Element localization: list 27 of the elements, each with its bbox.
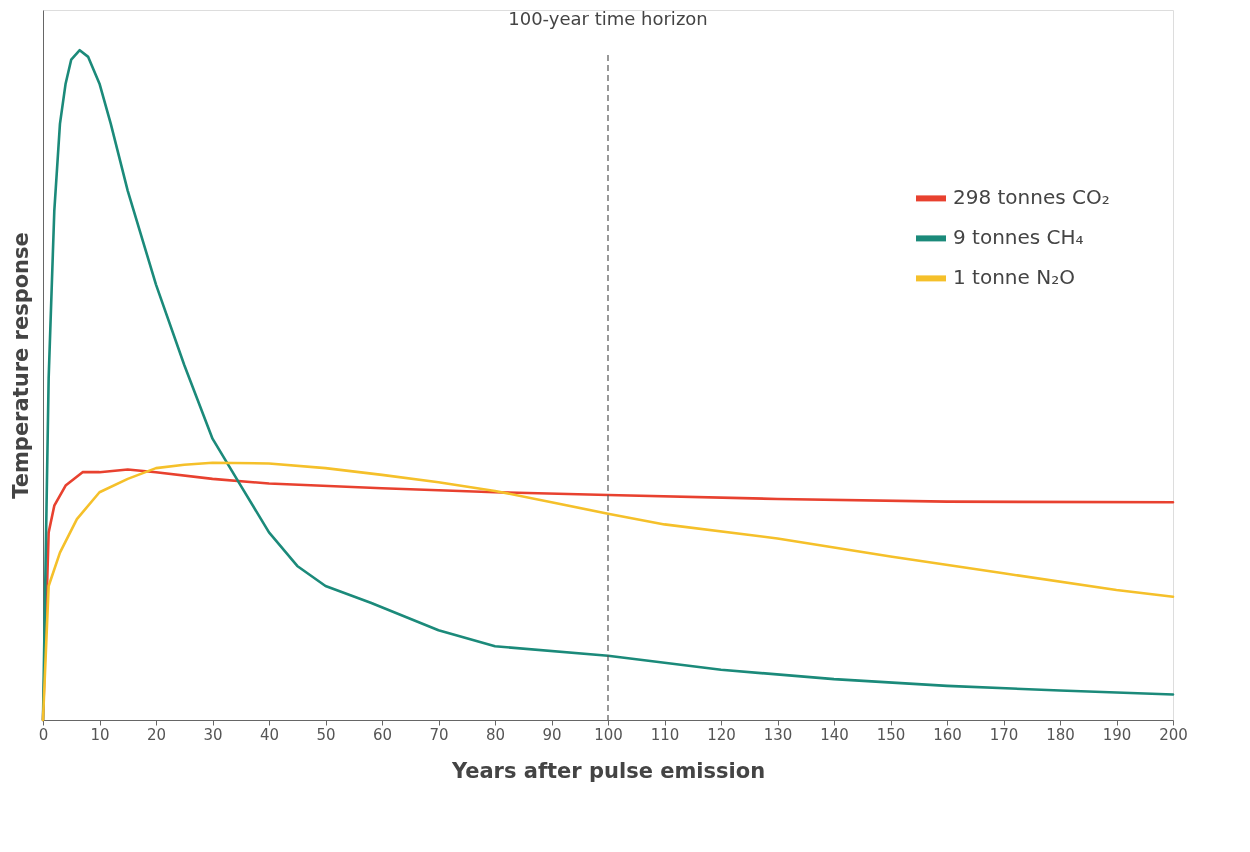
ref-line-label: 100-year time horizon — [508, 8, 708, 29]
x-tick-label: 10 — [90, 725, 110, 744]
legend-label: 9 tonnes CH₄ — [953, 225, 1084, 250]
x-tick-label: 110 — [650, 725, 680, 744]
x-tick-label: 0 — [38, 725, 49, 744]
x-tick-label: 170 — [989, 725, 1019, 744]
x-tick-label: 50 — [316, 725, 336, 744]
x-tick-label: 80 — [485, 725, 506, 744]
x-tick-label: 180 — [1046, 725, 1075, 744]
x-tick-label: 40 — [259, 725, 280, 744]
x-tick-label: 70 — [429, 725, 449, 744]
x-tick-label: 60 — [372, 725, 393, 744]
x-tick-label: 30 — [203, 725, 223, 744]
legend-label: 1 tonne N₂O — [953, 265, 1075, 290]
x-tick-label: 190 — [1102, 725, 1132, 744]
x-tick-label: 130 — [763, 725, 793, 744]
x-tick-label: 90 — [542, 725, 562, 744]
x-tick-label: 20 — [146, 725, 167, 744]
x-tick-label: 150 — [876, 725, 906, 744]
x-tick-label: 160 — [933, 725, 962, 744]
x-tick-label: 200 — [1159, 725, 1188, 744]
x-tick-label: 100 — [594, 725, 623, 744]
x-tick-label: 120 — [707, 725, 736, 744]
legend-label: 298 tonnes CO₂ — [953, 185, 1110, 210]
y-axis-title: Temperature response — [8, 232, 33, 499]
x-axis-title: Years after pulse emission — [450, 758, 766, 783]
x-tick-label: 140 — [820, 725, 849, 744]
